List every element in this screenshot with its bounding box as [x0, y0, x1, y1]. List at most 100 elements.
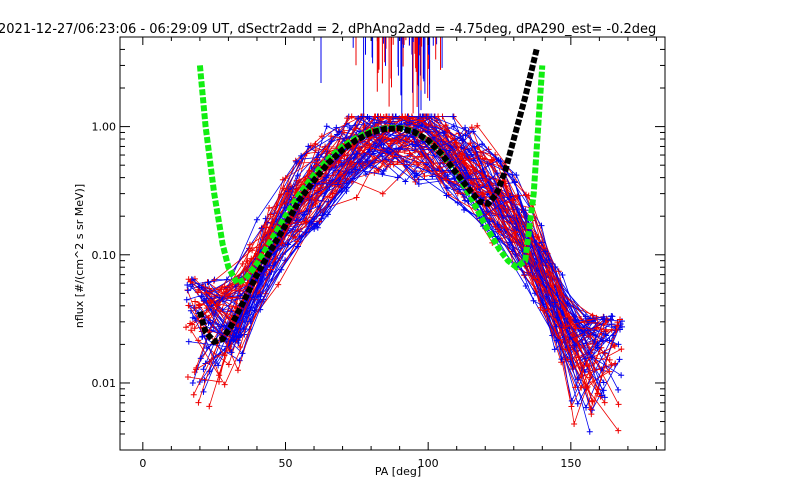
trace-point: [284, 241, 291, 248]
trace-point: [225, 292, 232, 299]
trace-point: [415, 181, 422, 188]
trace-point: [586, 428, 593, 435]
trace-point: [583, 315, 590, 322]
trace-point: [499, 214, 506, 221]
trace-point: [189, 379, 196, 386]
trace-point: [543, 256, 550, 263]
trace-point: [589, 312, 596, 319]
trace-point: [504, 218, 511, 225]
axes: 0 50 100 150 0.01 0.10 1.00: [92, 36, 666, 470]
trace-point: [587, 333, 594, 340]
trace-point: [237, 344, 244, 351]
trace-point: [244, 258, 251, 265]
trace-point: [619, 323, 626, 330]
trace-point: [618, 372, 625, 379]
trace-point: [584, 321, 591, 328]
trace-point: [205, 320, 212, 327]
trace-point: [336, 128, 343, 135]
trace-point: [333, 124, 340, 131]
trace-point: [603, 327, 610, 334]
trace-point: [257, 293, 264, 300]
trace-point: [418, 153, 425, 160]
trace-point: [588, 411, 595, 418]
trace-point: [294, 243, 301, 250]
x-axis-label: PA [deg]: [375, 465, 421, 478]
trace-line: [203, 130, 591, 432]
trace-point: [263, 224, 270, 231]
measurement-traces: [183, 37, 626, 435]
green-fit-curve: [196, 65, 546, 288]
trace-point: [509, 197, 516, 204]
trace-point: [580, 362, 587, 369]
trace-point: [414, 172, 421, 179]
trace-point: [444, 127, 451, 134]
trace-point: [366, 141, 373, 148]
trace-point: [223, 276, 230, 283]
trace-point: [608, 321, 615, 328]
trace-point: [237, 292, 244, 299]
trace-point: [428, 113, 435, 120]
trace-line: [194, 159, 620, 412]
trace-point: [189, 321, 196, 328]
trace-point: [424, 128, 431, 135]
trace-point: [615, 341, 622, 348]
trace-point: [572, 325, 579, 332]
trace-point: [435, 113, 442, 120]
black-fit-curve: [197, 48, 540, 346]
trace-point: [465, 173, 472, 180]
trace-point: [346, 171, 353, 178]
trace-point: [293, 185, 300, 192]
trace-point: [253, 216, 260, 223]
trace-point: [328, 138, 335, 145]
trace-point: [246, 241, 253, 248]
trace-point: [588, 407, 595, 414]
trace-point: [185, 287, 192, 294]
trace-point: [538, 239, 545, 246]
trace-point: [200, 388, 207, 395]
trace-point: [468, 151, 475, 158]
trace-point: [610, 332, 617, 339]
trace-point: [240, 326, 247, 333]
trace-point: [266, 262, 273, 269]
trace-point: [461, 160, 468, 167]
trace-point: [207, 298, 214, 305]
trace-point: [275, 281, 282, 288]
trace-point: [228, 349, 235, 356]
trace-point: [311, 196, 318, 203]
trace-point: [574, 400, 581, 407]
trace-point: [301, 211, 308, 218]
trace-point: [189, 314, 196, 321]
trace-point: [302, 218, 309, 225]
trace-point: [206, 403, 213, 410]
trace-point: [188, 327, 195, 334]
trace-point: [184, 373, 191, 380]
trace-point: [551, 346, 558, 353]
trace-point: [194, 289, 201, 296]
trace-point: [601, 399, 608, 406]
trace-point: [551, 299, 558, 306]
trace-point: [481, 155, 488, 162]
trace-line: [206, 149, 596, 349]
trace-point: [486, 218, 493, 225]
trace-point: [353, 194, 360, 201]
y-tick-label: 0.01: [92, 377, 117, 390]
trace-point: [402, 178, 409, 185]
trace-point: [600, 387, 607, 394]
trace-point: [444, 173, 451, 180]
trace-point: [215, 378, 222, 385]
trace-point: [582, 355, 589, 362]
y-axis-label: nflux [#/(cm^2 s sr MeV)]: [73, 184, 86, 328]
trace-point: [394, 137, 401, 144]
trace-point: [511, 178, 518, 185]
trace-point: [530, 297, 537, 304]
trace-point: [344, 115, 351, 122]
trace-point: [201, 377, 208, 384]
trace-point: [380, 168, 387, 175]
trace-point: [413, 161, 420, 168]
y-tick-label: 0.10: [92, 249, 117, 262]
trace-point: [383, 113, 390, 120]
trace-point: [185, 276, 192, 283]
trace-point: [506, 239, 513, 246]
trace-point: [284, 190, 291, 197]
trace-point: [200, 297, 207, 304]
